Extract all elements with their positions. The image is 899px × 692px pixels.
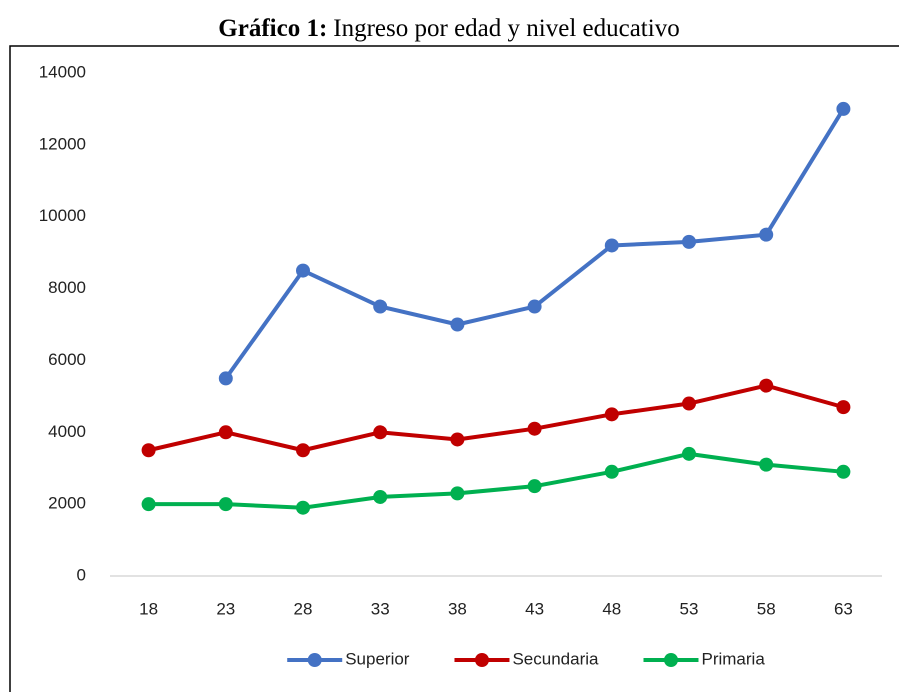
data-point [218, 371, 233, 386]
data-point [141, 443, 156, 458]
data-point [836, 464, 851, 479]
data-point [759, 227, 774, 242]
data-point [296, 500, 310, 515]
y-tick-label: 6000 [48, 350, 86, 369]
data-point [373, 489, 388, 504]
x-tick-label: 58 [757, 599, 776, 618]
data-point [373, 425, 388, 440]
data-point [141, 497, 156, 512]
data-point [604, 238, 619, 253]
y-tick-label: 10000 [39, 206, 86, 225]
data-point [759, 457, 774, 472]
legend-label: Superior [345, 649, 410, 668]
data-point [450, 317, 465, 332]
y-tick-label: 14000 [39, 62, 86, 81]
x-tick-label: 53 [680, 599, 699, 618]
series-line [148, 451, 844, 510]
data-point [373, 299, 388, 314]
data-point [296, 263, 310, 278]
legend-marker [307, 653, 322, 667]
x-tick-label: 38 [448, 599, 467, 618]
data-point [759, 378, 774, 393]
x-tick-label: 48 [602, 599, 621, 618]
series-line [224, 107, 846, 380]
data-point [450, 486, 465, 501]
legend-marker [663, 653, 678, 667]
legend-marker [474, 653, 489, 667]
y-tick-label: 8000 [48, 278, 86, 297]
data-point [450, 432, 465, 447]
series-line [148, 383, 844, 453]
data-point [527, 299, 542, 314]
x-tick-label: 43 [525, 599, 544, 618]
data-point [296, 443, 310, 458]
data-point [836, 101, 851, 116]
x-tick-label: 63 [834, 599, 853, 618]
data-point [682, 234, 696, 249]
data-point [604, 407, 619, 422]
data-point [682, 396, 696, 411]
y-tick-label: 4000 [48, 422, 86, 441]
y-tick-label: 2000 [48, 494, 86, 513]
title-label: Gráfico 1: [218, 15, 327, 42]
x-tick-label: 28 [294, 599, 313, 618]
data-point [682, 446, 696, 461]
data-point [527, 421, 542, 436]
data-point [604, 464, 619, 479]
data-point [218, 497, 233, 512]
title-text: Ingreso por edad y nivel educativo [333, 15, 679, 42]
y-tick-label: 0 [77, 565, 86, 584]
x-tick-label: 18 [139, 599, 158, 618]
chart-frame [9, 45, 899, 692]
data-point [218, 425, 233, 440]
chart-title: Gráfico 1: Ingreso por edad y nivel educa… [218, 15, 679, 42]
y-tick-label: 12000 [39, 134, 86, 153]
legend-label: Secundaria [512, 649, 599, 668]
data-point [527, 479, 542, 494]
data-point [836, 400, 851, 415]
legend-label: Primaria [701, 649, 765, 668]
x-tick-label: 23 [216, 599, 235, 618]
x-tick-label: 33 [371, 599, 390, 618]
